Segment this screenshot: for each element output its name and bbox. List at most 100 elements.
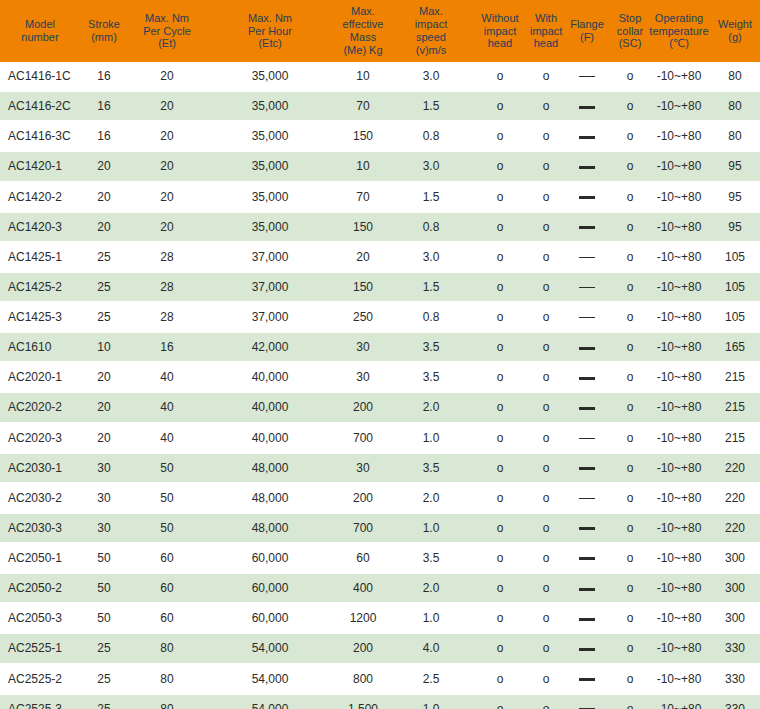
column-header-max-nm-per-hour: Max. Nm Per Hour (Etc): [206, 0, 334, 62]
table-row: AC2020-3204040,0007001.0ooo-10~+80215: [0, 423, 760, 453]
cell-weight: 330: [710, 633, 760, 663]
cell-model: AC1420-3: [0, 212, 80, 242]
cell-sc: o: [612, 212, 648, 242]
cell-v: 1.5: [392, 182, 470, 212]
cell-etc: 35,000: [206, 62, 334, 91]
cell-with: o: [530, 633, 562, 663]
flange-dash: [579, 618, 595, 621]
cell-with: o: [530, 151, 562, 181]
cell-etc: 37,000: [206, 272, 334, 302]
cell-temp: -10~+80: [648, 453, 710, 483]
cell-sc: o: [612, 573, 648, 603]
cell-without: o: [470, 91, 530, 121]
flange-dash: [579, 166, 595, 169]
table-row: AC2020-1204040,000303.5ooo-10~+80215: [0, 362, 760, 392]
cell-weight: 95: [710, 182, 760, 212]
cell-model: AC1425-1: [0, 242, 80, 272]
cell-v: 0.8: [392, 212, 470, 242]
table-row: AC2050-3506060,00012001.0ooo-10~+80300: [0, 603, 760, 633]
flange-dash: [579, 136, 595, 139]
cell-stroke: 16: [80, 62, 128, 91]
cell-flange: [562, 543, 612, 573]
cell-me: 400: [334, 573, 392, 603]
cell-etc: 40,000: [206, 392, 334, 422]
cell-v: 3.5: [392, 332, 470, 362]
column-header-stop-collar: Stop collar (SC): [612, 0, 648, 62]
cell-me: 1,500: [334, 694, 392, 709]
cell-without: o: [470, 182, 530, 212]
table-row: AC1416-2C162035,000701.5ooo-10~+8080: [0, 91, 760, 121]
column-header-without-impact-head: Without impact head: [470, 0, 530, 62]
cell-sc: o: [612, 151, 648, 181]
cell-stroke: 25: [80, 302, 128, 332]
cell-sc: o: [612, 392, 648, 422]
cell-stroke: 25: [80, 694, 128, 709]
cell-temp: -10~+80: [648, 302, 710, 332]
cell-without: o: [470, 543, 530, 573]
flange-dash: [579, 347, 595, 350]
cell-temp: -10~+80: [648, 62, 710, 91]
cell-temp: -10~+80: [648, 483, 710, 513]
cell-stroke: 20: [80, 151, 128, 181]
cell-without: o: [470, 332, 530, 362]
cell-model: AC2525-3: [0, 694, 80, 709]
cell-stroke: 25: [80, 242, 128, 272]
cell-with: o: [530, 272, 562, 302]
cell-et: 40: [128, 362, 206, 392]
cell-etc: 35,000: [206, 121, 334, 151]
cell-with: o: [530, 302, 562, 332]
cell-flange: [562, 272, 612, 302]
cell-et: 28: [128, 272, 206, 302]
cell-et: 40: [128, 423, 206, 453]
cell-weight: 165: [710, 332, 760, 362]
cell-v: 3.5: [392, 543, 470, 573]
cell-weight: 330: [710, 694, 760, 709]
cell-flange: [562, 302, 612, 332]
cell-etc: 54,000: [206, 664, 334, 694]
cell-stroke: 30: [80, 453, 128, 483]
cell-me: 200: [334, 483, 392, 513]
cell-etc: 35,000: [206, 212, 334, 242]
cell-flange: [562, 332, 612, 362]
cell-with: o: [530, 603, 562, 633]
cell-flange: [562, 664, 612, 694]
cell-weight: 330: [710, 664, 760, 694]
cell-et: 50: [128, 453, 206, 483]
cell-et: 80: [128, 694, 206, 709]
cell-weight: 105: [710, 302, 760, 332]
cell-v: 2.0: [392, 573, 470, 603]
cell-weight: 220: [710, 513, 760, 543]
cell-v: 0.8: [392, 121, 470, 151]
cell-temp: -10~+80: [648, 633, 710, 663]
cell-sc: o: [612, 242, 648, 272]
cell-without: o: [470, 423, 530, 453]
cell-without: o: [470, 272, 530, 302]
cell-temp: -10~+80: [648, 423, 710, 453]
cell-flange: [562, 242, 612, 272]
cell-sc: o: [612, 633, 648, 663]
cell-stroke: 16: [80, 91, 128, 121]
cell-temp: -10~+80: [648, 362, 710, 392]
cell-without: o: [470, 603, 530, 633]
cell-model: AC1416-1C: [0, 62, 80, 91]
cell-etc: 48,000: [206, 513, 334, 543]
cell-me: 70: [334, 91, 392, 121]
table-body: AC1416-1C162035,000103.0ooo-10~+8080AC14…: [0, 62, 760, 709]
table-row: AC2030-3305048,0007001.0ooo-10~+80220: [0, 513, 760, 543]
cell-sc: o: [612, 272, 648, 302]
cell-v: 3.0: [392, 242, 470, 272]
cell-temp: -10~+80: [648, 603, 710, 633]
table-row: AC2050-2506060,0004002.0ooo-10~+80300: [0, 573, 760, 603]
flange-dash: [579, 106, 595, 109]
cell-weight: 80: [710, 62, 760, 91]
cell-with: o: [530, 573, 562, 603]
cell-model: AC1425-2: [0, 272, 80, 302]
cell-me: 10: [334, 62, 392, 91]
cell-etc: 60,000: [206, 543, 334, 573]
cell-et: 28: [128, 302, 206, 332]
cell-model: AC2030-2: [0, 483, 80, 513]
cell-stroke: 50: [80, 573, 128, 603]
cell-weight: 300: [710, 543, 760, 573]
cell-temp: -10~+80: [648, 91, 710, 121]
cell-temp: -10~+80: [648, 272, 710, 302]
